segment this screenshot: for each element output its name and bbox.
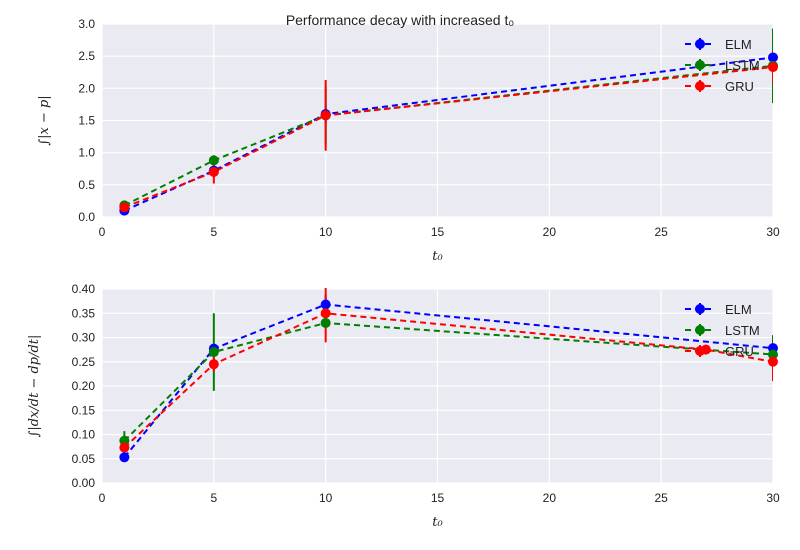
data-point bbox=[119, 452, 130, 463]
y-tick-label: 2.5 bbox=[78, 49, 95, 63]
y-tick-label: 0.5 bbox=[78, 178, 95, 192]
x-axis-label: t₀ bbox=[432, 515, 443, 530]
y-tick-label: 0.25 bbox=[72, 355, 96, 369]
legend-label: GRU bbox=[725, 79, 754, 94]
legend-marker bbox=[695, 81, 705, 91]
x-tick-label: 0 bbox=[99, 491, 106, 505]
series-line-elm bbox=[123, 56, 773, 212]
y-tick-label: 0.40 bbox=[72, 282, 96, 296]
x-tick-label: 5 bbox=[210, 225, 217, 239]
legend: ELM LSTM GRU bbox=[685, 37, 760, 94]
y-tick-label: 0.15 bbox=[72, 403, 96, 417]
data-point bbox=[320, 299, 331, 310]
series-line-lstm bbox=[123, 64, 773, 207]
data-point bbox=[768, 356, 778, 367]
y-tick-label: 0.00 bbox=[72, 476, 96, 490]
data-point bbox=[320, 308, 331, 319]
data-point bbox=[208, 347, 219, 358]
x-tick-label: 20 bbox=[543, 225, 557, 239]
x-tick-label: 25 bbox=[654, 491, 668, 505]
figure-title: Performance decay with increased t₀ bbox=[286, 12, 515, 28]
data-point bbox=[208, 359, 219, 370]
data-point bbox=[208, 155, 219, 166]
y-axis-label: ∫|x − p| bbox=[37, 95, 52, 145]
legend-marker bbox=[695, 304, 705, 314]
x-tick-label: 30 bbox=[766, 491, 780, 505]
data-point bbox=[768, 62, 778, 73]
x-tick-label: 5 bbox=[210, 491, 217, 505]
data-point bbox=[320, 317, 331, 328]
x-tick-label: 25 bbox=[654, 225, 668, 239]
series-line-lstm bbox=[123, 321, 773, 442]
legend-label: ELM bbox=[725, 37, 752, 52]
y-tick-label: 0.30 bbox=[72, 331, 96, 345]
data-point bbox=[119, 202, 130, 213]
legend-label: LSTM bbox=[725, 323, 760, 338]
data-point bbox=[320, 110, 331, 121]
legend-marker bbox=[695, 346, 705, 356]
y-tick-label: 0.05 bbox=[72, 452, 96, 466]
y-tick-label: 3.0 bbox=[78, 17, 95, 31]
x-tick-label: 0 bbox=[99, 225, 106, 239]
legend: ELM LSTM GRU bbox=[685, 302, 760, 359]
y-tick-label: 1.0 bbox=[78, 146, 95, 160]
x-tick-label: 20 bbox=[543, 491, 557, 505]
legend-label: ELM bbox=[725, 302, 752, 317]
y-tick-label: 0.20 bbox=[72, 379, 96, 393]
chart-panel-2: 0 5 10 15 20 25 30 0.00 0.05 0.10 0.15 0.20 0.25 0.30… bbox=[27, 282, 780, 530]
legend-label: GRU bbox=[725, 344, 754, 359]
data-point bbox=[768, 52, 778, 63]
marker-layer bbox=[119, 299, 778, 463]
data-point bbox=[119, 442, 130, 453]
x-tick-label: 30 bbox=[766, 225, 780, 239]
marker-layer bbox=[119, 52, 778, 216]
y-axis-label: ∫|dx/dt − dp/dt| bbox=[27, 335, 42, 438]
y-tick-label: 1.5 bbox=[78, 114, 95, 128]
data-point bbox=[768, 349, 778, 360]
data-point bbox=[208, 166, 219, 177]
x-tick-label: 10 bbox=[319, 225, 333, 239]
x-tick-label: 15 bbox=[431, 225, 445, 239]
y-tick-label: 0.0 bbox=[78, 210, 95, 224]
legend-marker bbox=[695, 60, 705, 70]
series-line-elm bbox=[123, 303, 773, 458]
y-tick-label: 0.10 bbox=[72, 428, 96, 442]
x-axis-label: t₀ bbox=[432, 249, 443, 264]
y-tick-label: 0.35 bbox=[72, 306, 96, 320]
legend-marker bbox=[695, 39, 705, 49]
legend-marker bbox=[695, 325, 705, 335]
x-tick-label: 15 bbox=[431, 491, 445, 505]
x-tick-label: 10 bbox=[319, 491, 333, 505]
chart-panel-1: 0 5 10 15 20 25 30 0.0 0.5 1.0 1.5 2.0 2.5 3.0 t₀ ∫|x −… bbox=[37, 17, 780, 264]
y-tick-label: 2.0 bbox=[78, 81, 95, 95]
legend-label: LSTM bbox=[725, 58, 760, 73]
